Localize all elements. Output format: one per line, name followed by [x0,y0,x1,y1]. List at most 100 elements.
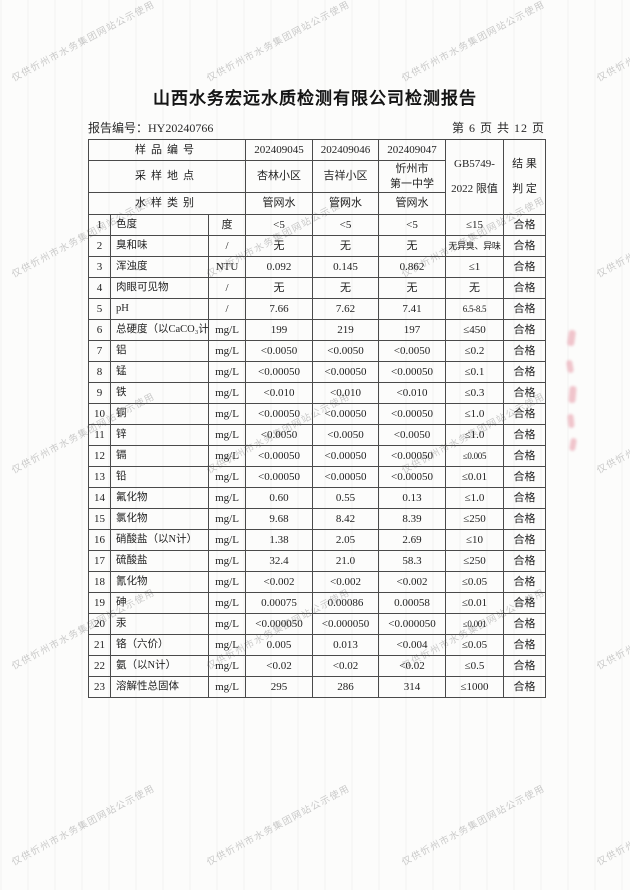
result-verdict: 合格 [503,424,546,446]
value-2: 0.00086 [312,592,379,614]
value-1: <0.00050 [245,403,313,425]
limit-value: ≤250 [445,550,504,572]
sample-id-label: 样品编号 [88,139,246,161]
param-name: 氰化物 [110,571,209,593]
value-1: <0.002 [245,571,313,593]
value-2: <0.02 [312,655,379,677]
param-unit: / [208,235,246,257]
table-row: 11 锌 mg/L <0.0050 <0.0050 <0.0050 ≤1.0 合格 [88,424,546,446]
table-row: 17 硫酸盐 mg/L 32.4 21.0 58.3 ≤250 合格 [88,550,546,572]
value-2: 286 [312,676,379,698]
param-unit: mg/L [208,445,246,467]
param-unit: mg/L [208,487,246,509]
param-unit: mg/L [208,424,246,446]
header-row-sample-id: 样品编号 202409045 202409046 202409047 GB574… [88,139,546,215]
table-row: 3 浑浊度 NTU 0.092 0.145 0.862 ≤1 合格 [88,256,546,278]
limit-value: ≤0.05 [445,634,504,656]
param-name: 锰 [110,361,209,383]
value-3: 2.69 [378,529,446,551]
result-verdict: 合格 [503,550,546,572]
value-1: 295 [245,676,313,698]
result-verdict: 合格 [503,571,546,593]
param-unit: mg/L [208,361,246,383]
param-name: 硫酸盐 [110,550,209,572]
value-3: 无 [378,277,446,299]
value-2: <5 [312,214,379,236]
limit-value: ≤250 [445,508,504,530]
location-1: 杏林小区 [245,160,313,193]
value-3: <0.00050 [378,361,446,383]
row-index: 8 [88,361,111,383]
value-1: 0.092 [245,256,313,278]
page-title: 山西水务宏远水质检测有限公司检测报告 [153,89,477,108]
result-verdict: 合格 [503,634,546,656]
value-1: 0.00075 [245,592,313,614]
limit-value: 无 [445,277,504,299]
param-name: 浑浊度 [110,256,209,278]
watermark-text: 仅供忻州市水务集团网站公示使用 [10,783,158,869]
value-3: 58.3 [378,550,446,572]
value-1: 0.60 [245,487,313,509]
location-label: 采样地点 [88,160,246,193]
value-1: 无 [245,235,313,257]
row-index: 17 [88,550,111,572]
table-row: 23 溶解性总固体 mg/L 295 286 314 ≤1000 合格 [88,676,546,698]
watermark-text: 仅供忻州市水务集团网站公示使用 [595,0,630,85]
value-2: 8.42 [312,508,379,530]
result-verdict: 合格 [503,256,546,278]
value-2: 2.05 [312,529,379,551]
stamp-bleed-mark [566,329,577,347]
limit-value: 6.5-8.5 [445,298,504,320]
stamp-bleed-marks [564,328,580,458]
report-meta: 报告编号：HY20240766 第 6 页 共 12 页 [88,119,545,136]
water-type-label: 水样类别 [88,192,246,215]
row-index: 7 [88,340,111,362]
value-3: <0.0050 [378,424,446,446]
water-type-1: 管网水 [245,192,313,215]
value-1: <0.010 [245,382,313,404]
limit-value: ≤0.01 [445,466,504,488]
stamp-bleed-mark [567,413,575,429]
value-1: <5 [245,214,313,236]
param-unit: mg/L [208,655,246,677]
result-verdict: 合格 [503,214,546,236]
param-unit: mg/L [208,466,246,488]
param-unit: mg/L [208,340,246,362]
value-2: <0.00050 [312,445,379,467]
result-verdict: 合格 [503,676,546,698]
row-index: 23 [88,676,111,698]
value-1: <0.00050 [245,361,313,383]
value-2: 0.013 [312,634,379,656]
limit-value: ≤15 [445,214,504,236]
value-2: 219 [312,319,379,341]
result-verdict: 合格 [503,487,546,509]
value-3: <5 [378,214,446,236]
result-verdict: 合格 [503,340,546,362]
value-3: <0.004 [378,634,446,656]
row-index: 21 [88,634,111,656]
result-verdict: 合格 [503,445,546,467]
table-row: 14 氟化物 mg/L 0.60 0.55 0.13 ≤1.0 合格 [88,487,546,509]
value-1: <0.00050 [245,445,313,467]
table-row: 13 铅 mg/L <0.00050 <0.00050 <0.00050 ≤0.01 合格 [88,466,546,488]
value-2: 无 [312,277,379,299]
value-3: <0.00050 [378,466,446,488]
param-name: 铁 [110,382,209,404]
value-3: <0.000050 [378,613,446,635]
limit-value: ≤0.3 [445,382,504,404]
param-unit: mg/L [208,571,246,593]
value-2: <0.0050 [312,424,379,446]
param-name: 臭和味 [110,235,209,257]
water-type-2: 管网水 [312,192,379,215]
watermark-text: 仅供忻州市水务集团网站公示使用 [400,0,548,85]
value-1: 9.68 [245,508,313,530]
value-1: <0.0050 [245,340,313,362]
row-index: 12 [88,445,111,467]
result-verdict: 合格 [503,655,546,677]
value-3: 无 [378,235,446,257]
param-unit: mg/L [208,403,246,425]
param-name: 铅 [110,466,209,488]
row-index: 10 [88,403,111,425]
value-2: <0.010 [312,382,379,404]
value-1: 7.66 [245,298,313,320]
